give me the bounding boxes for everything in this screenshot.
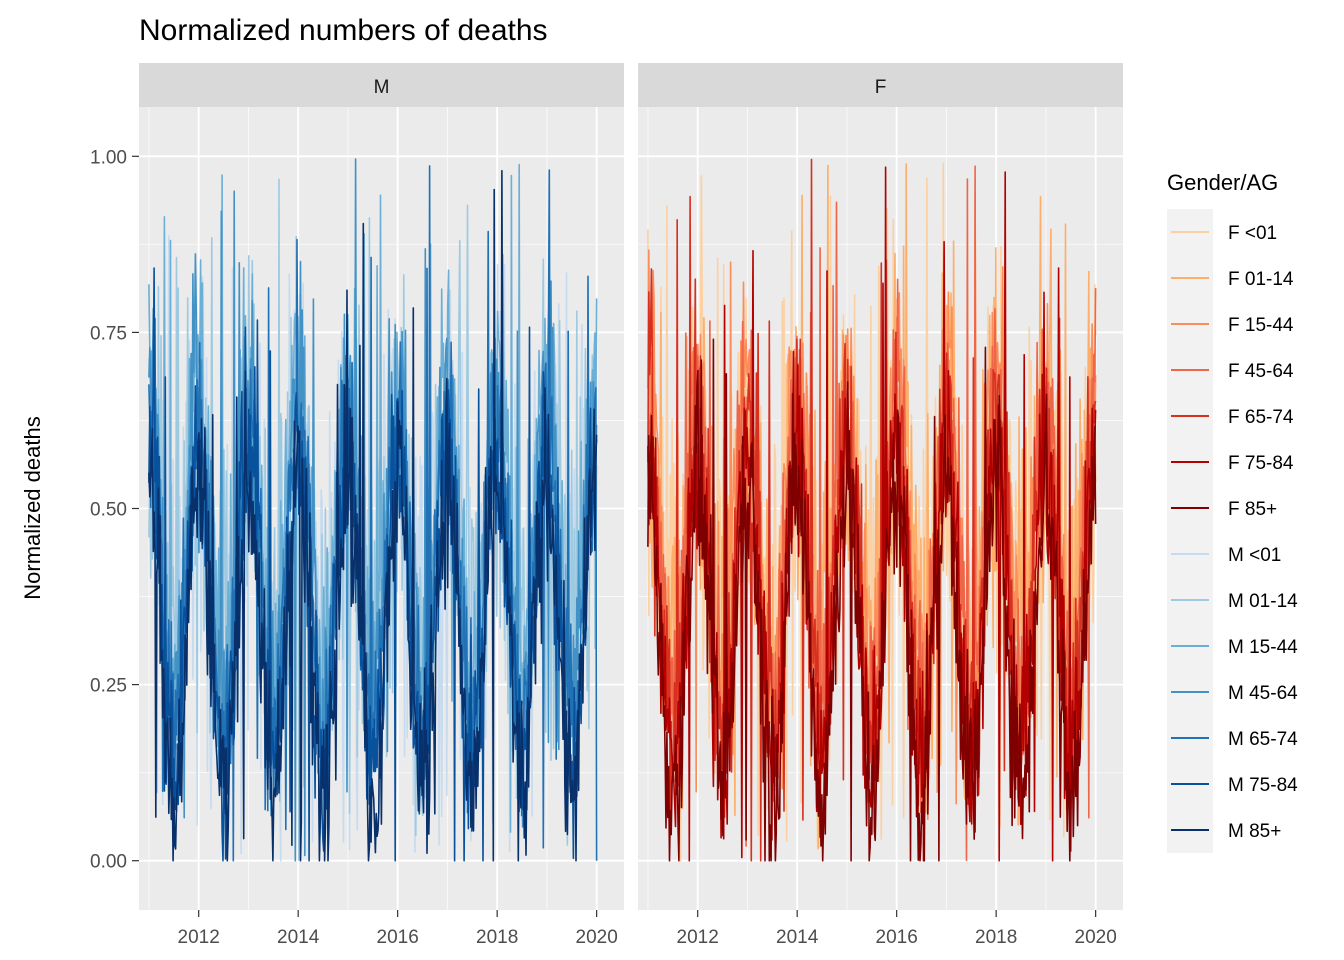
y-axis-title: Normalized deaths <box>20 416 45 599</box>
x-tick-label: 2020 <box>1075 927 1117 948</box>
x-tick-label: 2012 <box>677 927 719 948</box>
legend-label: M 45-64 <box>1228 683 1298 704</box>
strip-f-background <box>638 63 1123 107</box>
legend-label: F 15-44 <box>1228 315 1294 336</box>
panel-m-series <box>148 158 598 862</box>
x-tick-label: 2018 <box>975 927 1017 948</box>
legend-label: F 75-84 <box>1228 453 1294 474</box>
series-line-m-85- <box>148 169 598 862</box>
panel-f: F <box>638 63 1123 910</box>
chart-title: Normalized numbers of deaths <box>139 14 548 47</box>
x-tick-label: 2014 <box>277 927 320 948</box>
legend: Gender/AG F <01 F 01-14 F 15-44 F 45-64 F 65… <box>1167 170 1298 853</box>
legend-label: F 45-64 <box>1228 361 1294 382</box>
legend-label: M 15-44 <box>1228 637 1298 658</box>
y-tick-label: 0.75 <box>90 323 127 344</box>
legend-label: M 85+ <box>1228 821 1281 842</box>
strip-m-background <box>139 63 624 107</box>
legend-label: M <01 <box>1228 545 1281 566</box>
x-tick-label: 2018 <box>476 927 518 948</box>
y-tick-label: 0.50 <box>90 500 127 521</box>
y-axis: 0.00 0.25 0.50 0.75 1.00 <box>90 147 139 873</box>
x-axis-f: 2012 2014 2016 2018 2020 <box>677 910 1117 948</box>
x-tick-label: 2016 <box>377 927 419 948</box>
legend-label: M 75-84 <box>1228 775 1298 796</box>
legend-title: Gender/AG <box>1167 170 1278 195</box>
legend-label: F 01-14 <box>1228 269 1294 290</box>
y-tick-label: 0.00 <box>90 852 127 873</box>
legend-label: F 65-74 <box>1228 407 1294 428</box>
legend-label: F <01 <box>1228 223 1277 244</box>
panel-f-series <box>647 158 1097 862</box>
series-line-f-85- <box>647 338 1097 862</box>
x-tick-label: 2012 <box>178 927 220 948</box>
y-tick-label: 0.25 <box>90 676 127 697</box>
legend-label: M 65-74 <box>1228 729 1298 750</box>
x-tick-label: 2020 <box>576 927 618 948</box>
strip-m-label: M <box>374 77 390 98</box>
x-tick-label: 2016 <box>876 927 918 948</box>
legend-label: F 85+ <box>1228 499 1277 520</box>
legend-key-background <box>1167 209 1213 853</box>
panel-m: M <box>139 63 624 910</box>
legend-label: M 01-14 <box>1228 591 1298 612</box>
x-tick-label: 2014 <box>776 927 819 948</box>
strip-f-label: F <box>875 77 887 98</box>
y-tick-label: 1.00 <box>90 147 127 168</box>
x-axis-m: 2012 2014 2016 2018 2020 <box>178 910 618 948</box>
